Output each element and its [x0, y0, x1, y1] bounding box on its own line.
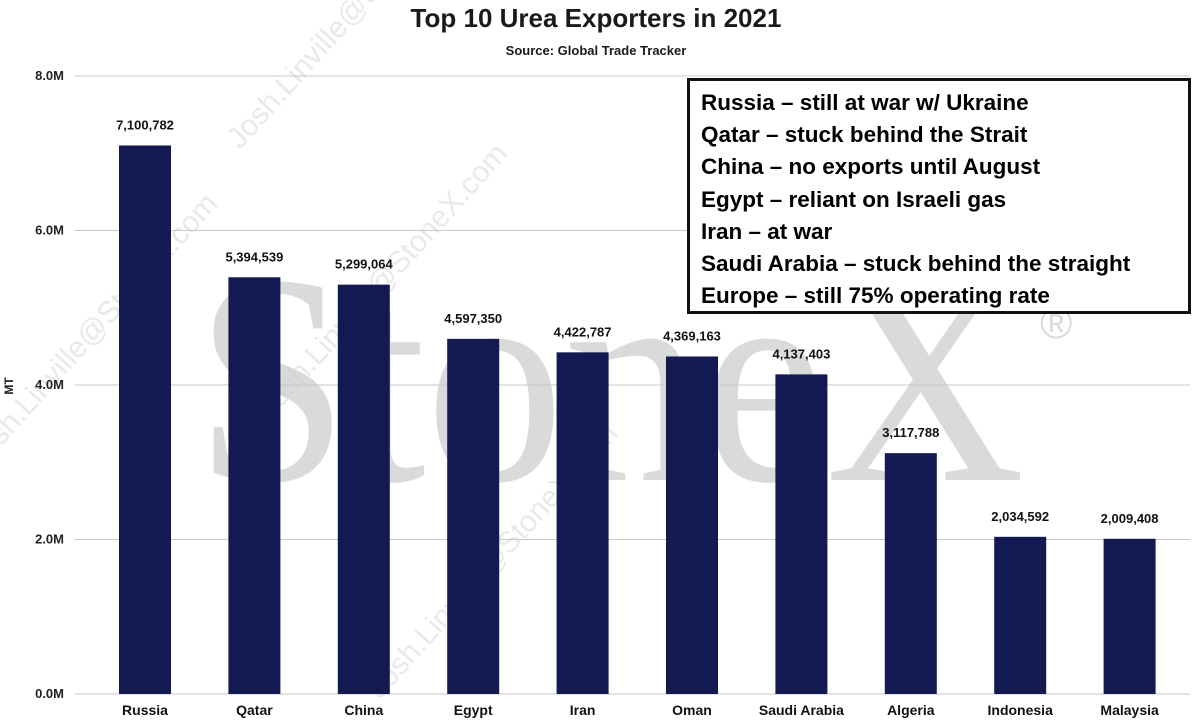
data-label: 5,394,539: [225, 249, 283, 264]
bar-russia: [119, 145, 171, 694]
category-label: Iran: [570, 702, 596, 718]
category-label: Russia: [122, 702, 168, 718]
bar-malaysia: [1103, 538, 1156, 694]
data-label: 2,034,592: [991, 509, 1049, 524]
data-label: 4,137,403: [772, 346, 830, 361]
bar-indonesia: [994, 536, 1047, 694]
category-label: Egypt: [454, 702, 493, 718]
y-axis-label: MT: [2, 377, 16, 395]
data-label: 4,369,163: [663, 328, 721, 343]
annotation-china: China – no exports until August: [701, 154, 1041, 180]
annotation-iran: Iran – at war: [701, 218, 833, 244]
bar-china: [337, 284, 390, 694]
data-label: 7,100,782: [116, 117, 174, 132]
category-label: Malaysia: [1100, 702, 1159, 718]
bar-algeria: [884, 453, 937, 694]
y-tick-label: 0.0M: [35, 686, 64, 701]
bar-oman: [666, 356, 718, 694]
annotation-qatar: Qatar – stuck behind the Strait: [701, 122, 1028, 148]
y-tick-label: 6.0M: [35, 223, 64, 238]
annotation-saudi-arabia: Saudi Arabia – stuck behind the straight: [701, 251, 1131, 277]
annotation-russia: Russia – still at war w/ Ukraine: [701, 90, 1029, 115]
bar-egypt: [447, 338, 500, 694]
bars: [119, 145, 1156, 694]
bar-saudi-arabia: [775, 374, 828, 694]
bar-iran: [556, 352, 609, 694]
data-labels: 7,100,782 5,394,539 5,299,064 4,597,350 4,42…: [116, 117, 1158, 525]
annotation-europe: Europe – still 75% operating rate: [701, 283, 1050, 309]
y-tick-label: 8.0M: [35, 68, 64, 83]
data-label: 4,597,350: [444, 311, 502, 326]
x-axis-categories: Russia Qatar China Egypt Iran Oman Saudi Arabi…: [122, 702, 1159, 718]
y-tick-label: 4.0M: [35, 377, 64, 392]
data-label: 3,117,788: [882, 425, 939, 440]
annotation-box: Russia – still at war w/ Ukraine Qatar –…: [687, 78, 1191, 314]
category-label: Oman: [672, 702, 712, 718]
data-label: 5,299,064: [335, 257, 394, 272]
bar-qatar: [228, 277, 281, 694]
y-axis-ticks: 0.0M 2.0M 4.0M 6.0M 8.0M: [35, 68, 64, 701]
category-label: Qatar: [236, 702, 273, 718]
annotation-egypt: Egypt – reliant on Israeli gas: [701, 186, 1007, 212]
chart-subtitle: Source: Global Trade Tracker: [506, 43, 687, 58]
chart-title: Top 10 Urea Exporters in 2021: [411, 3, 782, 33]
category-label: Algeria: [887, 702, 935, 718]
data-label: 4,422,787: [554, 324, 612, 339]
category-label: Saudi Arabia: [759, 702, 844, 718]
y-tick-label: 2.0M: [35, 532, 64, 547]
category-label: Indonesia: [988, 702, 1054, 718]
category-label: China: [344, 702, 383, 718]
data-label: 2,009,408: [1101, 511, 1159, 526]
